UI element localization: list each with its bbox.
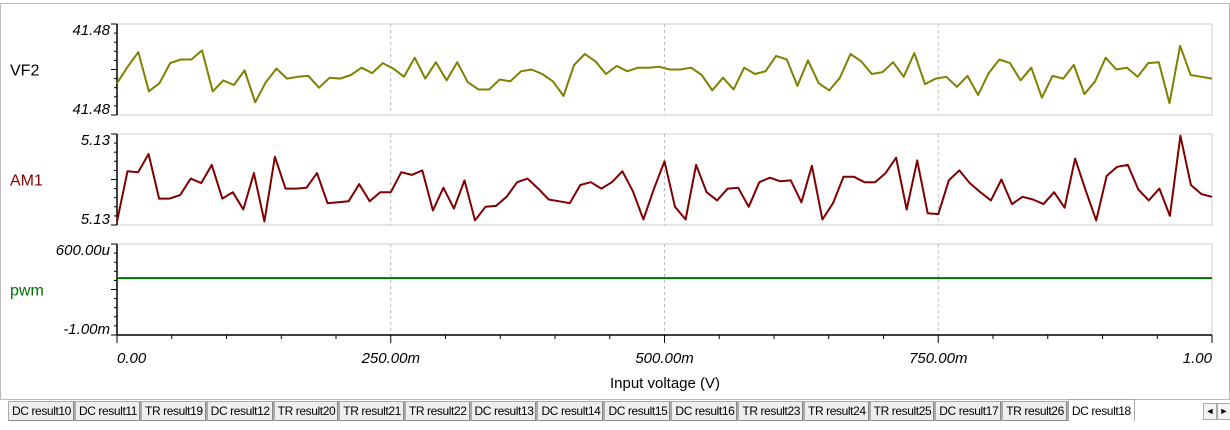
tab-tr-result23[interactable]: TR result23 <box>738 401 805 421</box>
series-line-AM1 <box>116 134 1213 223</box>
tab-scroll-right-button[interactable]: ► <box>1217 403 1230 420</box>
tab-tr-result22[interactable]: TR result22 <box>404 401 471 421</box>
series-label-pwm: pwm <box>10 283 44 300</box>
tab-tr-result21[interactable]: TR result21 <box>339 401 405 421</box>
y-tick-label: 5.13 <box>81 211 111 228</box>
x-tick-label: 1.00 <box>1183 350 1213 367</box>
x-tick-label: 500.00m <box>635 350 693 367</box>
tab-dc-result12[interactable]: DC result12 <box>206 401 274 421</box>
tab-dc-result14[interactable]: DC result14 <box>537 401 605 421</box>
x-axis-label: Input voltage (V) <box>610 375 720 392</box>
series-label-AM1: AM1 <box>10 173 43 190</box>
tab-tr-result26[interactable]: TR result26 <box>1002 401 1068 421</box>
tab-dc-result11[interactable]: DC result11 <box>74 401 142 421</box>
tab-dc-result15[interactable]: DC result15 <box>604 401 672 421</box>
series-label-VF2: VF2 <box>10 63 39 80</box>
y-tick-label: 41.48 <box>72 101 110 118</box>
x-tick-label: 0.00 <box>117 350 147 367</box>
tab-dc-result10[interactable]: DC result10 <box>8 401 75 421</box>
x-tick-label: 250.00m <box>361 350 420 367</box>
y-tick-label: 41.48 <box>72 22 110 39</box>
tab-tr-result20[interactable]: TR result20 <box>273 401 340 421</box>
tab-scroll-left-button[interactable]: ◄ <box>1203 403 1217 420</box>
tab-dc-result18[interactable]: DC result18 <box>1067 399 1135 421</box>
tab-tr-result19[interactable]: TR result19 <box>141 401 207 421</box>
y-tick-label: 5.13 <box>81 132 111 149</box>
y-tick-label: 600.00u <box>56 242 111 259</box>
tab-tr-result25[interactable]: TR result25 <box>869 401 936 421</box>
tab-tr-result24[interactable]: TR result24 <box>804 401 870 421</box>
tab-dc-result16[interactable]: DC result16 <box>671 401 739 421</box>
result-tab-bar: DC result10 DC result11 TR result19 DC resu… <box>8 399 1135 421</box>
y-tick-label: -1.00m <box>63 321 110 338</box>
tab-dc-result17[interactable]: DC result17 <box>935 401 1003 421</box>
series-line-VF2 <box>116 44 1213 105</box>
x-tick-label: 750.00m <box>909 350 967 367</box>
tab-dc-result13[interactable]: DC result13 <box>470 401 538 421</box>
plot-panel-pwm <box>116 243 1213 336</box>
